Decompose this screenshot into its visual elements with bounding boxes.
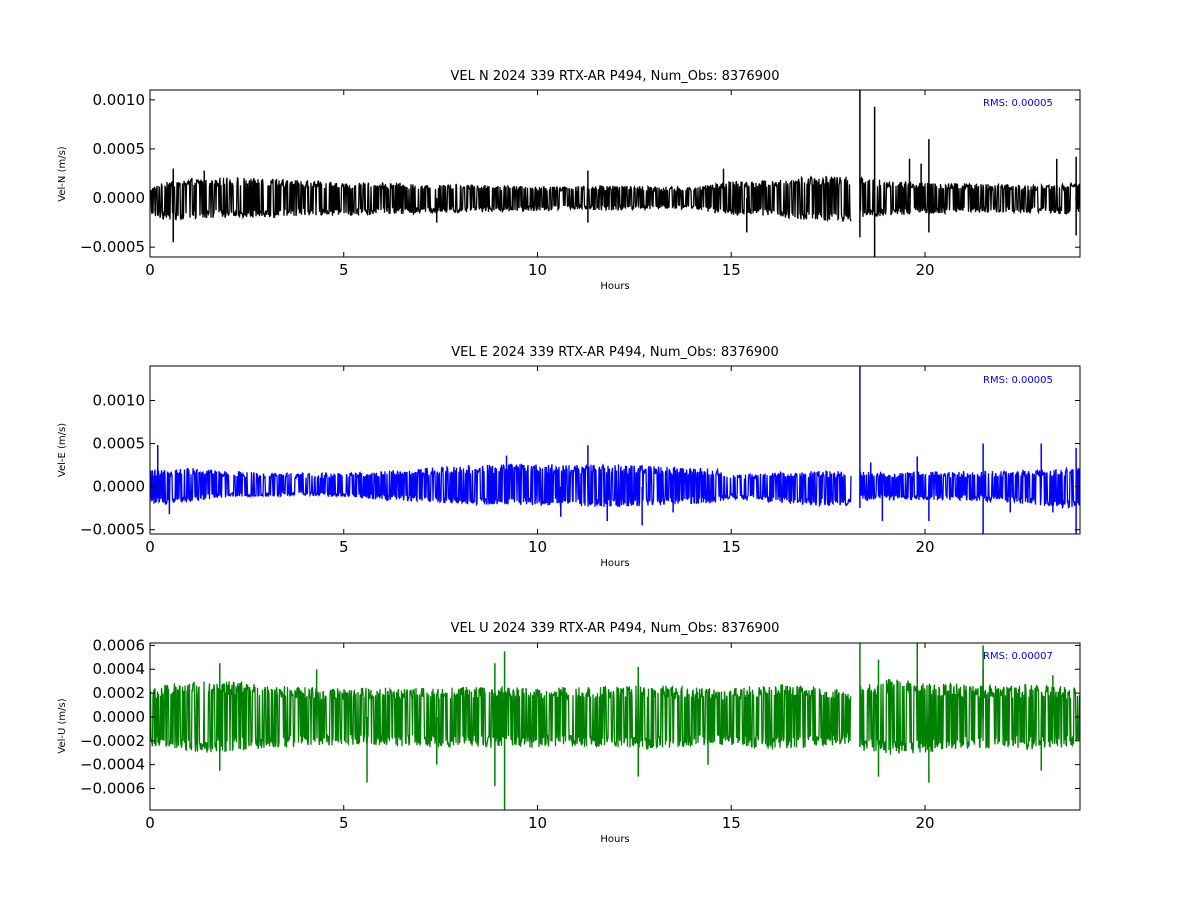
y-tick-label: 0.0000 [93,189,146,207]
panel-vel-n: VEL N 2024 339 RTX-AR P494, Num_Obs: 837… [57,69,1081,292]
x-tick-label: 0 [145,261,155,279]
y-tick-label: 0.0006 [93,636,146,654]
plot-frame [149,365,1081,535]
rms-label: RMS: 0.00005 [983,98,1053,109]
y-tick-label: 0.0000 [93,708,146,726]
chart-title: VEL E 2024 339 RTX-AR P494, Num_Obs: 837… [451,345,778,360]
x-tick-label: 0 [145,814,155,832]
plot-frame [149,89,1081,258]
y-tick-label: 0.0005 [93,140,146,158]
rms-label: RMS: 0.00007 [983,651,1053,662]
chart-title: VEL U 2024 339 RTX-AR P494, Num_Obs: 837… [451,621,780,636]
x-tick-label: 15 [722,814,741,832]
y-tick-label: 0.0000 [93,478,146,496]
x-tick-label: 10 [528,814,547,832]
panel-vel-e: VEL E 2024 339 RTX-AR P494, Num_Obs: 837… [57,345,1081,569]
y-tick-label: −0.0005 [80,521,145,539]
x-tick-label: 0 [145,538,155,556]
plot-area: 0 5 10 15 20 0.0006 0.0004 0.0002 0.0000 −0.0002 −… [80,636,1081,832]
y-tick-label: −0.0004 [80,756,145,774]
y-tick-label: −0.0006 [80,780,145,798]
x-axis-label: Hours [600,281,629,292]
y-tick-label: 0.0010 [93,391,146,409]
y-tick-label: 0.0004 [93,660,146,678]
y-tick-label: −0.0002 [80,732,145,750]
panel-vel-u: VEL U 2024 339 RTX-AR P494, Num_Obs: 837… [57,621,1081,845]
x-axis-label: Hours [600,834,629,845]
x-tick-label: 5 [339,538,349,556]
x-tick-label: 10 [528,261,547,279]
plot-area: 0 5 10 15 20 0.0010 0.0005 0.0000 −0.0005 [80,89,1081,279]
chart-title: VEL N 2024 339 RTX-AR P494, Num_Obs: 837… [451,69,780,84]
x-tick-label: 15 [722,538,741,556]
plot-frame [149,642,1081,811]
y-tick-label: 0.0005 [93,435,146,453]
x-tick-label: 20 [915,261,934,279]
x-axis-label: Hours [600,558,629,569]
series-line [150,175,1080,222]
x-tick-label: 20 [915,814,934,832]
y-axis-label: Vel-E (m/s) [57,423,68,477]
x-tick-label: 5 [339,261,349,279]
series-line [150,678,1080,755]
y-tick-label: 0.0002 [93,684,146,702]
series-line [150,463,1080,510]
plot-area: 0 5 10 15 20 0.0010 0.0005 0.0000 −0.0005 [80,365,1081,556]
x-tick-label: 10 [528,538,547,556]
x-tick-label: 5 [339,814,349,832]
x-tick-label: 20 [915,538,934,556]
y-tick-label: −0.0005 [80,238,145,256]
y-axis-label: Vel-N (m/s) [57,146,68,201]
y-tick-label: 0.0010 [93,91,146,109]
x-tick-label: 15 [722,261,741,279]
rms-label: RMS: 0.00005 [983,375,1053,386]
y-axis-label: Vel-U (m/s) [57,698,68,753]
